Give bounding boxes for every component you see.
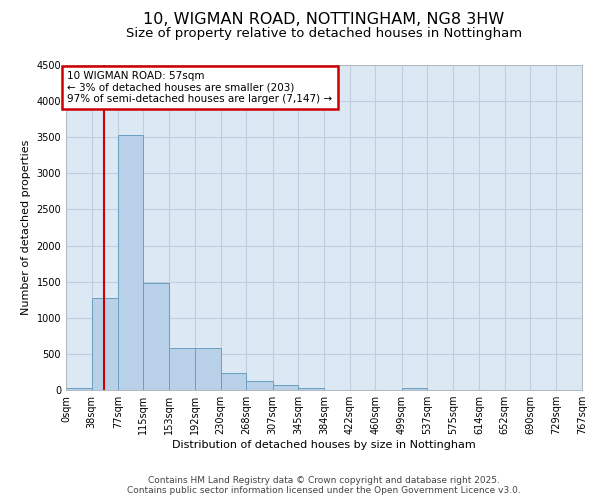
Bar — [169, 348, 195, 390]
Text: Contains HM Land Registry data © Crown copyright and database right 2025.
Contai: Contains HM Land Registry data © Crown c… — [127, 476, 521, 495]
Bar — [402, 388, 427, 390]
Bar — [272, 386, 298, 390]
Bar — [143, 283, 169, 390]
Bar — [66, 388, 92, 390]
Bar — [246, 382, 272, 390]
X-axis label: Distribution of detached houses by size in Nottingham: Distribution of detached houses by size … — [172, 440, 476, 450]
Y-axis label: Number of detached properties: Number of detached properties — [21, 140, 31, 315]
Bar — [221, 372, 246, 390]
Bar — [118, 135, 143, 390]
Text: 10 WIGMAN ROAD: 57sqm
← 3% of detached houses are smaller (203)
97% of semi-deta: 10 WIGMAN ROAD: 57sqm ← 3% of detached h… — [67, 71, 332, 104]
Text: 10, WIGMAN ROAD, NOTTINGHAM, NG8 3HW: 10, WIGMAN ROAD, NOTTINGHAM, NG8 3HW — [143, 12, 505, 28]
Bar — [92, 298, 118, 390]
Text: Size of property relative to detached houses in Nottingham: Size of property relative to detached ho… — [126, 28, 522, 40]
Bar — [298, 388, 325, 390]
Bar — [195, 348, 221, 390]
